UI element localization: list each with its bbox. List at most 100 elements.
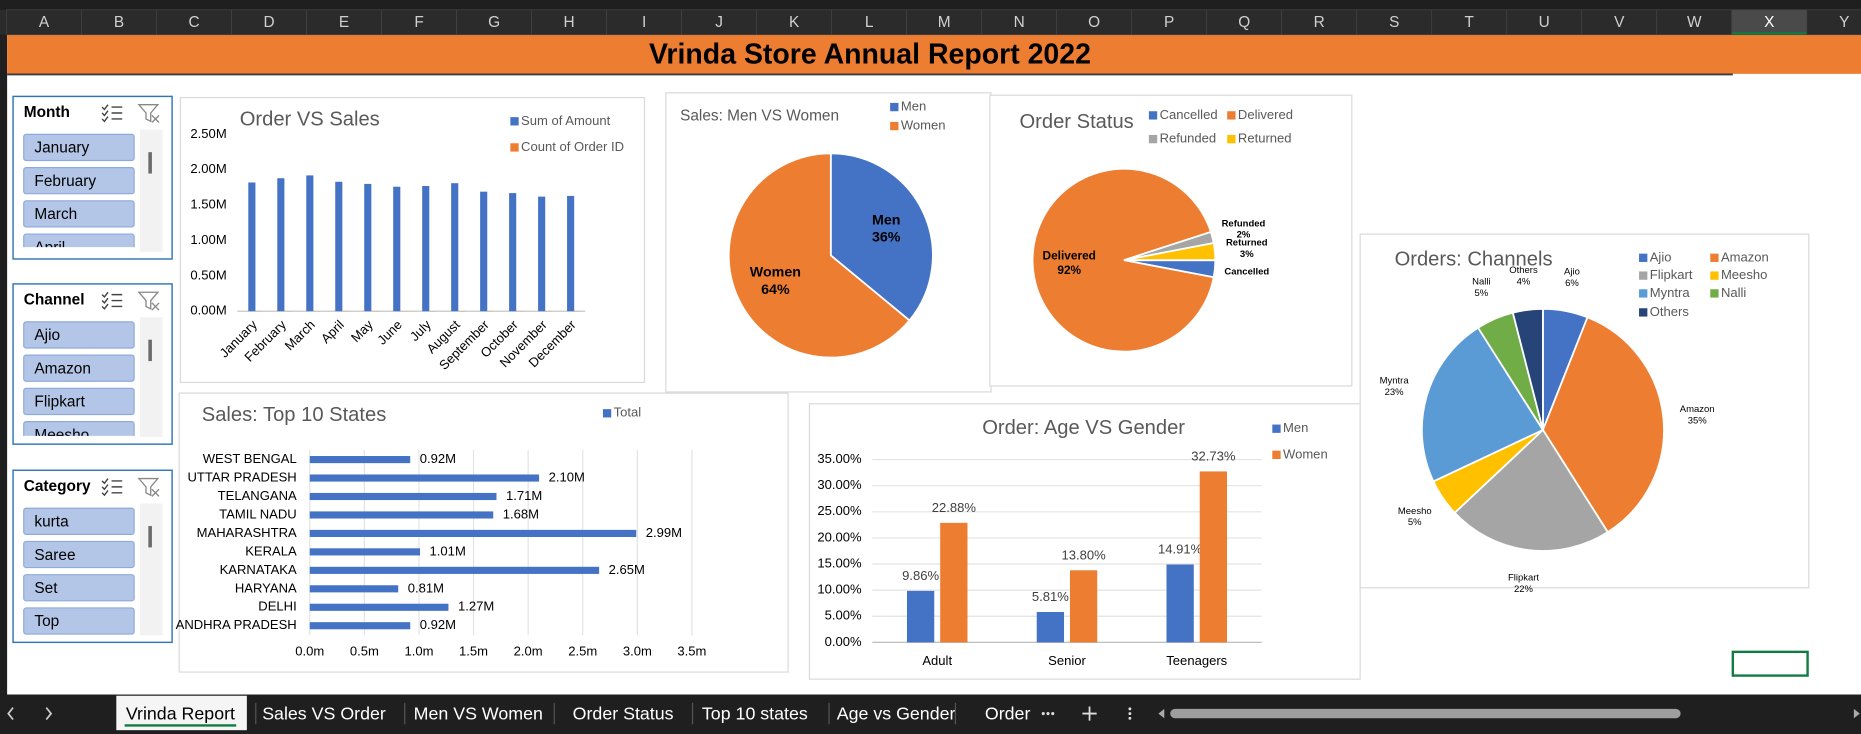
column-letter: O <box>1088 14 1100 31</box>
column-header[interactable] <box>606 9 682 36</box>
sheet-tab[interactable]: Men VS Women <box>414 703 543 723</box>
scroll-right[interactable] <box>1853 708 1860 719</box>
column-header[interactable] <box>456 9 532 36</box>
slicer: Category kurta Saree Set Top <box>12 469 173 644</box>
slicer-title: Category <box>24 478 91 495</box>
sheet-tab[interactable]: Vrinda Report <box>126 703 235 723</box>
pie-label-name: Meesho <box>1398 506 1432 517</box>
data-label: 32.73% <box>1191 449 1236 464</box>
pie-slice <box>1123 242 1217 262</box>
slicer-item[interactable] <box>23 133 135 162</box>
column-header[interactable] <box>1806 9 1861 36</box>
column-header[interactable] <box>6 9 82 36</box>
slicer-items: January February March April <box>23 133 135 260</box>
legend-swatch <box>1639 253 1648 262</box>
column-header[interactable] <box>981 9 1058 36</box>
pie-label-value: 23% <box>1385 387 1405 398</box>
multi-select-icon[interactable] <box>101 104 123 123</box>
sheet-tabs: Vrinda Report Sales VS Order Men VS Women O… <box>116 695 1031 731</box>
clear-filter-icon[interactable] <box>137 291 160 311</box>
column-letter: T <box>1465 14 1475 31</box>
tab-next[interactable] <box>45 707 53 721</box>
bar <box>393 186 401 312</box>
slicer-scroll-thumb[interactable] <box>148 526 152 548</box>
column-header[interactable] <box>1656 9 1733 36</box>
bar <box>335 181 343 312</box>
tab-prev[interactable] <box>7 707 14 721</box>
slicer-item-label: kurta <box>34 514 69 531</box>
legend-swatch <box>510 117 519 126</box>
column-header[interactable] <box>1206 9 1283 36</box>
slicer-item[interactable] <box>23 421 135 448</box>
clear-filter-icon[interactable] <box>137 104 160 123</box>
slicer-item[interactable] <box>23 167 135 195</box>
x-tick-label: 3.0m <box>623 643 652 658</box>
bar <box>309 492 497 501</box>
column-header[interactable] <box>306 9 382 36</box>
bar <box>906 590 935 643</box>
slicer-item[interactable] <box>23 507 135 535</box>
column-letter: C <box>188 14 199 31</box>
legend-label: Ajio <box>1650 249 1672 264</box>
slicer-item[interactable] <box>23 200 135 228</box>
sheet-tab[interactable]: Order Status <box>573 703 674 723</box>
legend-swatch <box>1639 289 1648 298</box>
legend-swatch <box>1227 134 1236 144</box>
slicer-item[interactable] <box>23 233 135 260</box>
column-letter: J <box>715 14 723 31</box>
sheet-tab[interactable]: Top 10 states <box>702 703 808 723</box>
slicer-item[interactable] <box>23 540 135 569</box>
legend-label: Count of Order ID <box>521 139 624 154</box>
sheet-options[interactable] <box>1128 707 1132 720</box>
bar <box>309 585 399 593</box>
report-title: Vrinda Store Annual Report 2022 <box>649 39 1091 71</box>
legend-label: Amazon <box>1721 249 1769 264</box>
pie-label-value: 5% <box>1408 517 1422 528</box>
data-label: 0.92M <box>420 617 456 632</box>
scroll-left[interactable] <box>1158 708 1165 719</box>
slicer-scroll-thumb[interactable] <box>148 339 152 362</box>
column-letter: E <box>339 14 349 31</box>
slicer-scroll-track <box>140 129 163 252</box>
title-bar <box>7 34 1861 74</box>
slicer-item[interactable] <box>23 574 135 602</box>
multi-select-icon[interactable] <box>101 478 123 497</box>
column-header[interactable] <box>906 9 983 36</box>
slicer-item[interactable] <box>23 387 135 416</box>
column-header[interactable] <box>231 9 307 36</box>
column-header[interactable] <box>1356 9 1433 36</box>
sheet-tab[interactable]: Age vs Gender <box>837 703 956 723</box>
bar <box>364 183 372 312</box>
y-tick-label: 0.00% <box>825 634 862 649</box>
column-header[interactable] <box>1731 9 1808 36</box>
selected-cell[interactable] <box>1731 650 1809 677</box>
chart: Order VS Sales 0.00M 0.50M 1.00M 1.50M 2.00M 2… <box>179 96 646 384</box>
column-header[interactable] <box>156 9 232 36</box>
more-tabs[interactable] <box>1041 712 1055 716</box>
chart-title: Order Status <box>1020 111 1134 133</box>
data-label: 2.65M <box>609 562 645 577</box>
pie-slice <box>1541 316 1665 534</box>
slicer-item[interactable] <box>23 354 135 382</box>
column-header[interactable] <box>381 9 457 36</box>
h-scrollbar[interactable] <box>1170 708 1681 719</box>
column-header[interactable] <box>1431 9 1508 36</box>
slicer-item[interactable] <box>23 321 135 349</box>
data-label: 1.71M <box>506 488 542 503</box>
column-header[interactable] <box>531 9 607 36</box>
chart-title: Sales: Men VS Women <box>680 108 839 125</box>
column-header[interactable] <box>81 9 157 36</box>
sheet-tab[interactable]: Order <box>985 703 1031 723</box>
slicer-item-label: Saree <box>34 547 75 564</box>
add-sheet[interactable] <box>1082 706 1097 721</box>
slicer-scroll-thumb[interactable] <box>148 152 152 174</box>
multi-select-icon[interactable] <box>101 291 123 310</box>
slicer-item[interactable] <box>23 607 135 635</box>
column-header[interactable] <box>1581 9 1658 36</box>
column-letter: L <box>865 14 874 31</box>
clear-filter-icon[interactable] <box>137 477 160 497</box>
slicer-title: Month <box>24 104 70 121</box>
column-header[interactable] <box>681 9 757 36</box>
sheet-tab[interactable]: Sales VS Order <box>262 703 386 723</box>
column-letter: A <box>39 14 50 31</box>
